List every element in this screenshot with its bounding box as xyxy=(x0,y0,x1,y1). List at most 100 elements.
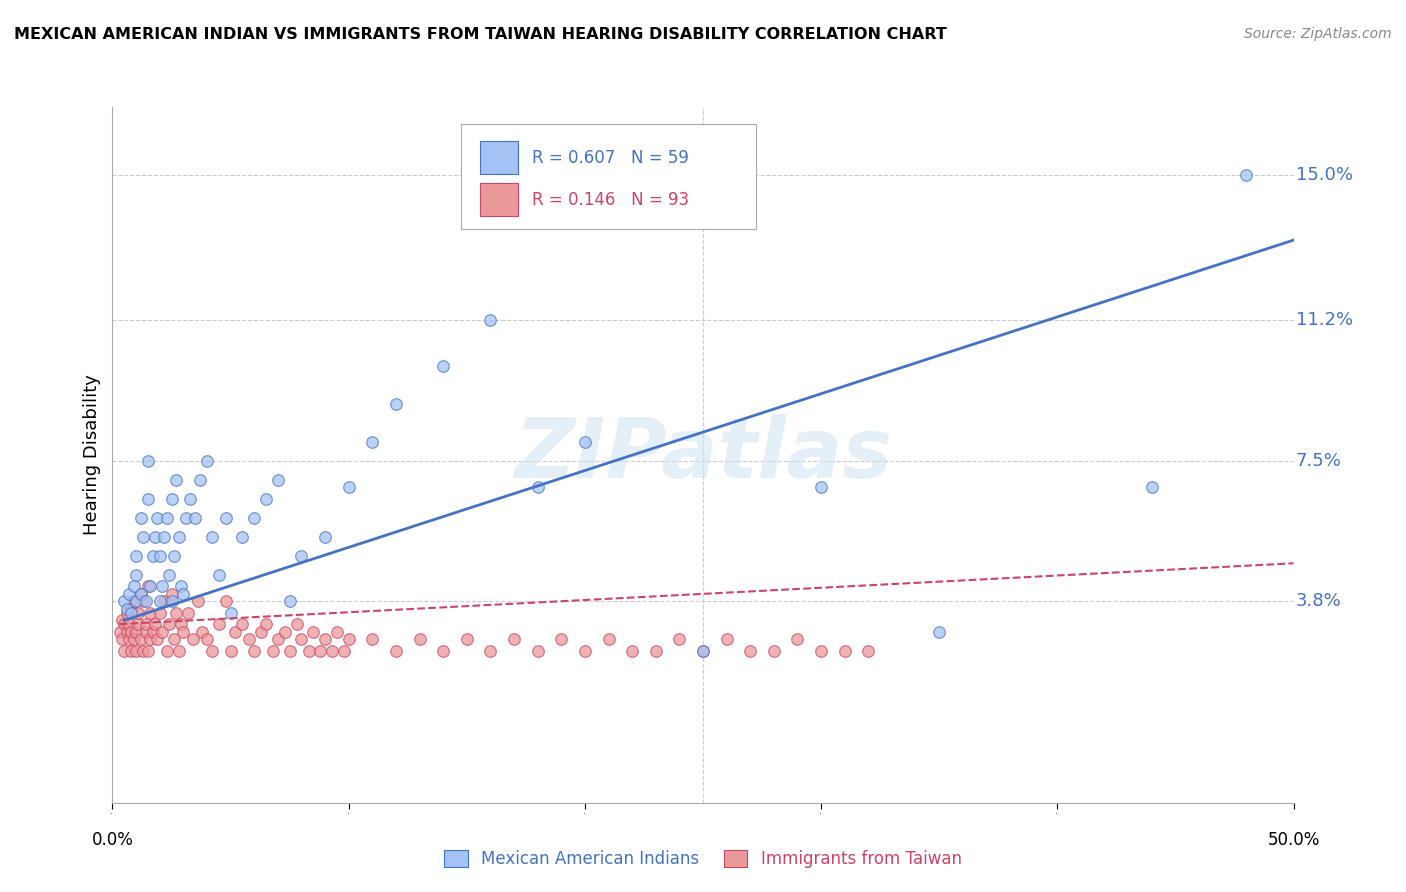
Point xyxy=(208,617,231,632)
Point xyxy=(201,644,224,658)
Text: R = 0.607   N = 59: R = 0.607 N = 59 xyxy=(531,149,689,167)
Point xyxy=(928,624,950,639)
Point xyxy=(184,510,207,524)
Point xyxy=(118,617,141,632)
Point xyxy=(215,510,238,524)
Point xyxy=(526,480,548,494)
Point xyxy=(274,624,297,639)
Point xyxy=(479,644,502,658)
Point xyxy=(135,624,157,639)
Point xyxy=(132,530,155,544)
Point xyxy=(314,632,336,647)
Point xyxy=(208,567,231,582)
Point xyxy=(238,632,260,647)
Point xyxy=(337,632,360,647)
Point xyxy=(231,530,253,544)
Point xyxy=(120,644,142,658)
Point xyxy=(215,594,238,608)
Point xyxy=(150,624,173,639)
Point xyxy=(219,644,242,658)
Point xyxy=(167,644,190,658)
Point xyxy=(149,606,172,620)
Point xyxy=(157,617,180,632)
Point xyxy=(136,644,159,658)
Point xyxy=(172,587,194,601)
Point xyxy=(111,613,134,627)
Legend: Mexican American Indians, Immigrants from Taiwan: Mexican American Indians, Immigrants fro… xyxy=(437,843,969,874)
Point xyxy=(692,644,714,658)
Point xyxy=(297,644,319,658)
Point xyxy=(129,587,152,601)
Point xyxy=(574,644,596,658)
Point xyxy=(125,644,148,658)
Point xyxy=(115,624,138,639)
FancyBboxPatch shape xyxy=(461,124,756,229)
Point xyxy=(127,606,149,620)
Point xyxy=(195,453,218,467)
Point xyxy=(129,510,152,524)
Text: 0.0%: 0.0% xyxy=(91,830,134,848)
Point xyxy=(170,579,193,593)
Point xyxy=(132,594,155,608)
Point xyxy=(456,632,478,647)
Point xyxy=(111,632,134,647)
Point xyxy=(108,624,131,639)
Point xyxy=(267,632,290,647)
Point xyxy=(112,644,135,658)
Point xyxy=(129,632,152,647)
Point xyxy=(191,624,214,639)
Point xyxy=(254,491,277,506)
Point xyxy=(231,617,253,632)
Point xyxy=(186,594,208,608)
Point xyxy=(385,644,408,658)
Point xyxy=(127,617,149,632)
Point xyxy=(326,624,349,639)
Point xyxy=(337,480,360,494)
Point xyxy=(118,587,141,601)
Point xyxy=(201,530,224,544)
Point xyxy=(122,632,145,647)
Point xyxy=(163,549,186,563)
Point xyxy=(174,510,197,524)
Point xyxy=(122,579,145,593)
Text: R = 0.146   N = 93: R = 0.146 N = 93 xyxy=(531,191,689,209)
Point xyxy=(135,594,157,608)
Point xyxy=(385,396,408,410)
Point xyxy=(120,606,142,620)
Point xyxy=(146,632,169,647)
Point xyxy=(668,632,690,647)
Point xyxy=(142,549,165,563)
Point xyxy=(550,632,572,647)
Text: ZIPatlas: ZIPatlas xyxy=(515,415,891,495)
Point xyxy=(142,624,165,639)
Point xyxy=(692,644,714,658)
Point xyxy=(598,632,620,647)
Point xyxy=(143,530,166,544)
Point xyxy=(278,644,301,658)
Point xyxy=(361,632,384,647)
Point xyxy=(432,359,454,373)
Point xyxy=(267,473,290,487)
Point xyxy=(188,473,211,487)
Point xyxy=(574,434,596,449)
Text: 11.2%: 11.2% xyxy=(1296,311,1353,329)
Point xyxy=(125,624,148,639)
Point xyxy=(254,617,277,632)
Point xyxy=(139,632,162,647)
Point xyxy=(503,632,526,647)
Point xyxy=(172,624,194,639)
Point xyxy=(136,453,159,467)
Point xyxy=(361,434,384,449)
Text: 15.0%: 15.0% xyxy=(1296,167,1353,185)
Point xyxy=(165,606,187,620)
Point xyxy=(129,587,152,601)
Point xyxy=(156,644,179,658)
Y-axis label: Hearing Disability: Hearing Disability xyxy=(83,375,101,535)
Point xyxy=(262,644,284,658)
Point xyxy=(163,632,186,647)
Point xyxy=(125,594,148,608)
Point xyxy=(156,510,179,524)
Point xyxy=(157,567,180,582)
Point xyxy=(786,632,808,647)
Point xyxy=(139,579,162,593)
